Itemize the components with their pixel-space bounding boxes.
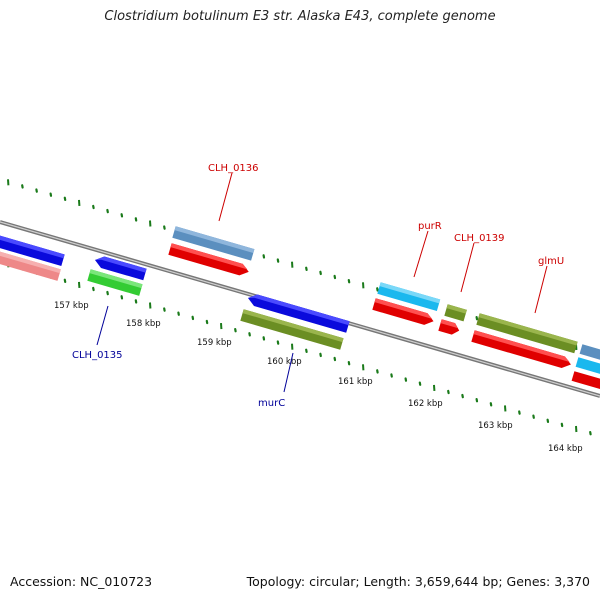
tick-label: 158 kbp <box>126 319 161 329</box>
gene-label-CLH_0139: CLH_0139 <box>454 233 505 244</box>
gene-feature-CLH_0135[interactable] <box>87 269 143 296</box>
label-leaders <box>96 172 548 393</box>
gene-feature-murC[interactable] <box>240 309 344 350</box>
tick-label: 157 kbp <box>54 301 89 311</box>
gene-label-CLH_0136: CLH_0136 <box>208 163 259 174</box>
gene-feature-blue[interactable] <box>246 292 350 333</box>
map-title: Clostridium botulinum E3 str. Alaska E43… <box>104 9 496 24</box>
gene-name-labels: CLH_0136 purR CLH_0139 glmU CLH_0135 mur… <box>72 163 564 409</box>
gene-feature-blue[interactable] <box>0 233 65 266</box>
gene-feature-red[interactable] <box>471 330 572 370</box>
tick-label: 161 kbp <box>338 377 373 387</box>
gene-feature-red[interactable] <box>168 243 250 277</box>
genome-summary-text: Topology: circular; Length: 3,659,644 bp… <box>246 574 590 589</box>
tick-label: 164 kbp <box>548 444 583 454</box>
gene-features <box>0 226 600 391</box>
gene-feature-red[interactable] <box>571 371 600 391</box>
gene-label-CLH_0135: CLH_0135 <box>72 350 123 361</box>
tick-label: 160 kbp <box>267 357 302 367</box>
gene-label-glmU: glmU <box>538 256 564 267</box>
tick-label: 159 kbp <box>197 338 232 348</box>
gene-feature-red[interactable] <box>438 319 461 336</box>
gene-label-purR: purR <box>418 221 442 232</box>
gene-feature-steelblue[interactable] <box>579 344 600 363</box>
tick-label: 162 kbp <box>408 399 443 409</box>
gene-feature-CLH_0139[interactable] <box>444 304 467 322</box>
tick-labels: 157 kbp 158 kbp 159 kbp 160 kbp 161 kbp … <box>54 301 583 454</box>
gene-feature-cyan[interactable] <box>575 357 600 376</box>
gene-feature-glmU[interactable] <box>476 313 578 354</box>
gene-feature-blue[interactable] <box>93 254 147 281</box>
gene-label-murC: murC <box>258 398 285 409</box>
gene-feature-purR[interactable] <box>377 282 441 312</box>
gene-feature-CLH_0136[interactable] <box>172 226 255 261</box>
accession-text: Accession: NC_010723 <box>10 574 153 589</box>
gene-feature-red[interactable] <box>372 298 435 327</box>
tick-label: 163 kbp <box>478 421 513 431</box>
gene-feature-pink[interactable] <box>0 249 61 281</box>
